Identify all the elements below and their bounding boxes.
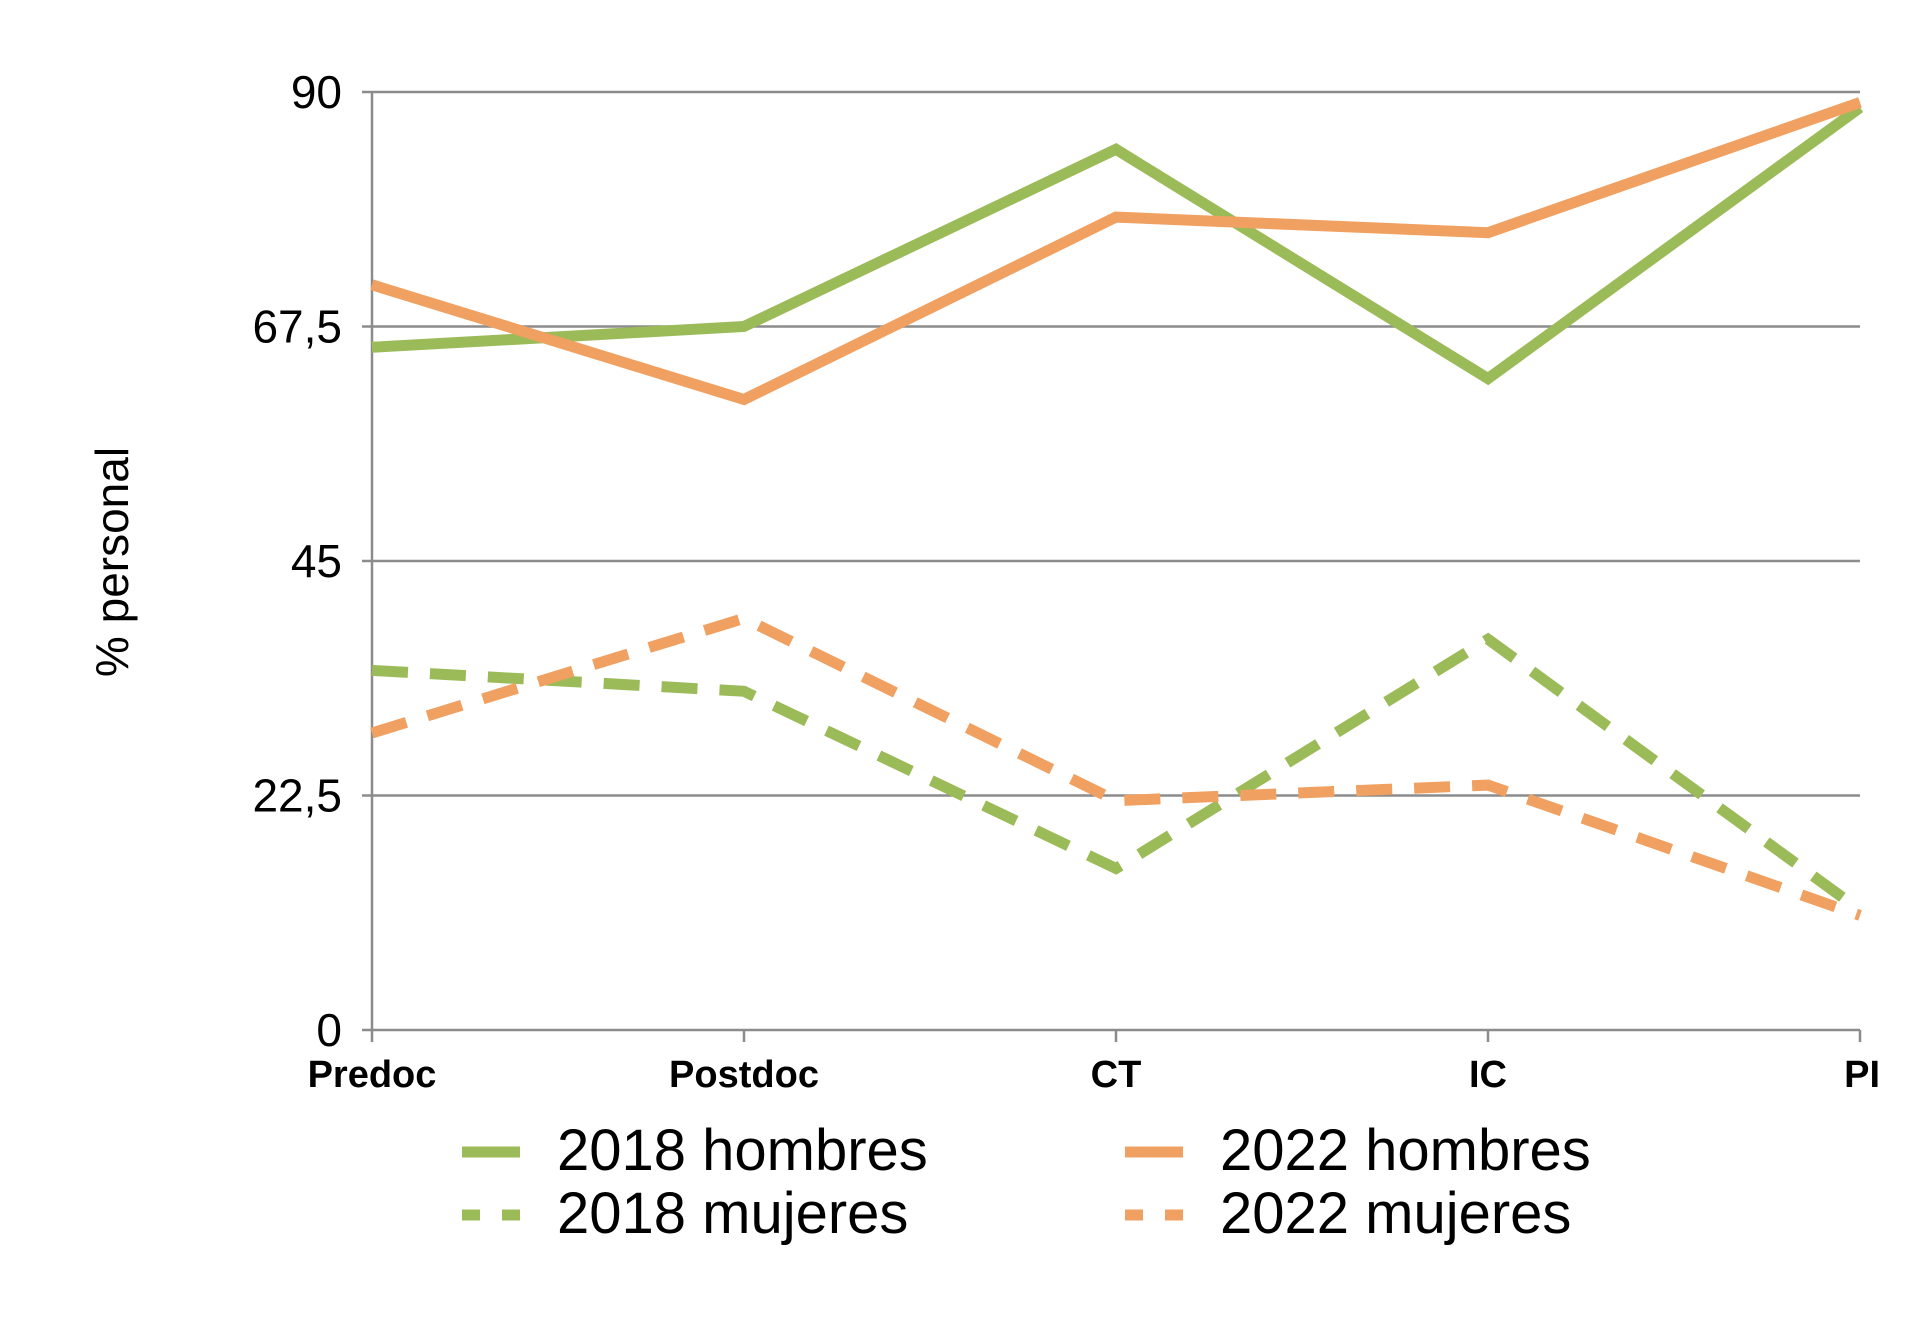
x-tick-label: CT (1091, 1054, 1142, 1096)
y-tick-label: 22,5 (252, 770, 342, 822)
legend-label: 2018 hombres (557, 1118, 928, 1183)
legend-item: 2022 hombres (1125, 1118, 1591, 1183)
legend-item: 2018 mujeres (462, 1181, 908, 1246)
y-tick-label: 0 (316, 1004, 342, 1056)
x-tick-label: Predoc (308, 1054, 437, 1096)
y-tick-label: 67,5 (252, 301, 342, 353)
legend: 2018 hombres 2022 hombres 2018 mujeres 2022… (462, 1118, 1591, 1246)
legend-label: 2022 mujeres (1220, 1181, 1571, 1246)
y-tick-label: 45 (291, 535, 342, 587)
axes (362, 92, 1860, 1042)
y-axis-label: % personal (86, 447, 138, 677)
series-line-2018-mujeres (372, 639, 1860, 910)
legend-label: 2022 hombres (1220, 1118, 1591, 1183)
x-tick-label: PI (1844, 1054, 1880, 1096)
y-tick-label: 90 (291, 66, 342, 118)
series-line-2018-hombres (372, 108, 1860, 379)
gridlines (372, 92, 1860, 796)
legend-item: 2018 hombres (462, 1118, 928, 1183)
legend-label: 2018 mujeres (557, 1181, 908, 1246)
x-tick-label: IC (1469, 1054, 1507, 1096)
legend-item: 2022 mujeres (1125, 1181, 1571, 1246)
series-lines (372, 102, 1860, 915)
x-tick-label: Postdoc (669, 1054, 819, 1096)
axis-labels: 0 22,5 45 67,5 90 Predoc Postdoc CT IC PI % person… (86, 66, 1880, 1096)
